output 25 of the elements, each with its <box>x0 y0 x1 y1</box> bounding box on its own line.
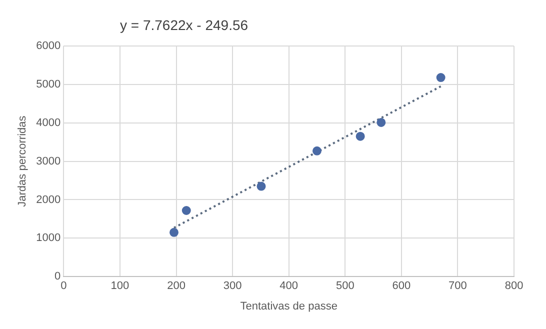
point <box>312 146 322 156</box>
y-tick-label: 1000 <box>36 232 61 244</box>
point <box>256 182 266 191</box>
y-axis-title: Jardas percorridas <box>16 115 29 207</box>
x-tick-label: 400 <box>280 280 298 292</box>
x-tick-label: 800 <box>504 280 524 292</box>
point <box>182 206 191 215</box>
x-tick-label: 200 <box>167 280 186 292</box>
y-tick-label: 0 <box>54 270 61 283</box>
x-tick-label: 700 <box>448 280 467 292</box>
y-tick-label: 5000 <box>36 78 61 90</box>
point <box>376 118 386 127</box>
y-tick-label: 6000 <box>36 40 61 52</box>
point <box>356 132 365 141</box>
point <box>170 228 178 237</box>
x-tick-label: 100 <box>110 280 130 292</box>
x-tick-label: 300 <box>223 280 242 292</box>
y-tick-label: 4000 <box>36 116 61 129</box>
y-tick-label: 3000 <box>36 155 61 168</box>
y-tick-label: 2000 <box>36 194 61 206</box>
point <box>436 73 446 82</box>
text: y = 7.7622x - 249.56 <box>120 16 248 33</box>
x-tick-label: 600 <box>392 280 411 292</box>
x-axis-title: Tentativas de passe <box>240 300 338 312</box>
x-tick-label: 500 <box>336 280 354 292</box>
